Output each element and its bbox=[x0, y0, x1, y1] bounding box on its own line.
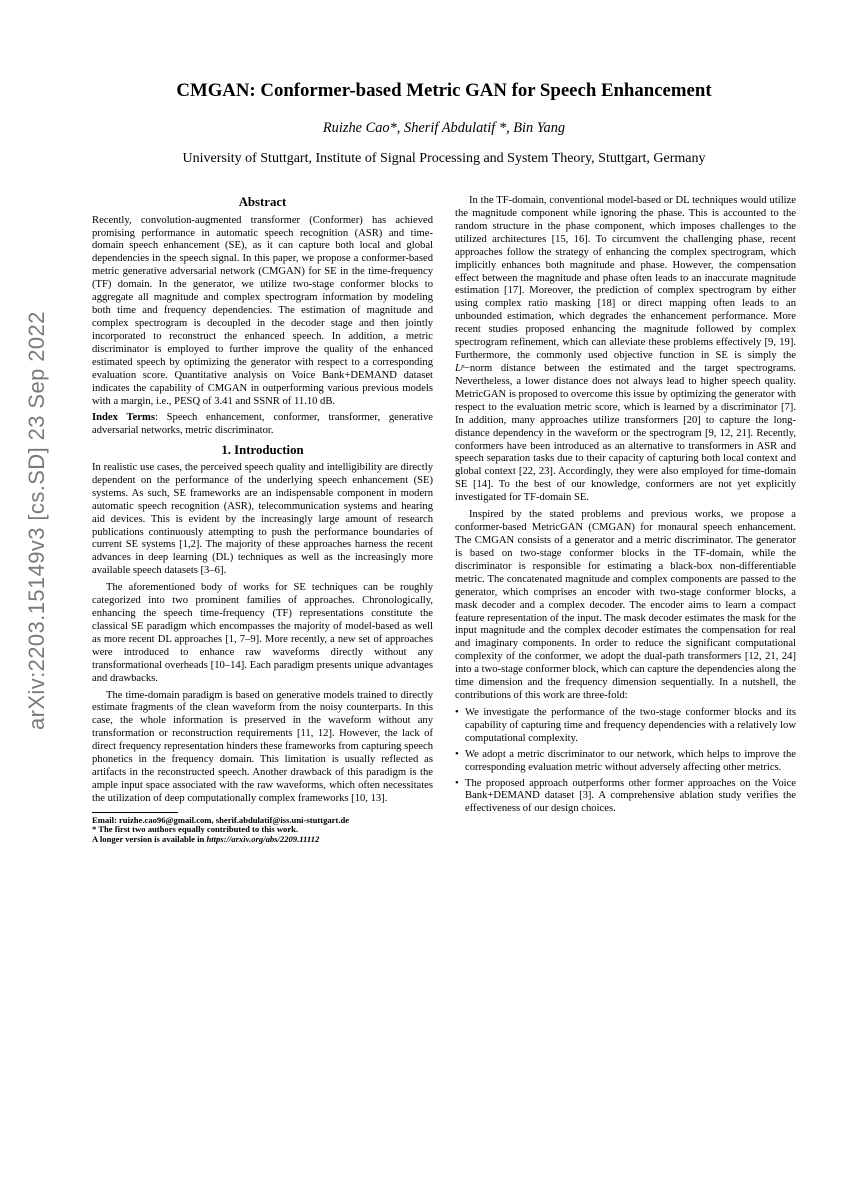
col2-paragraph-2: Inspired by the stated problems and prev… bbox=[455, 509, 796, 703]
arxiv-stamp: arXiv:2203.15149v3 [cs.SD] 23 Sep 2022 bbox=[24, 311, 50, 730]
footnote-email-text: ruizhe.cao96@gmail.com, sherif.abdulatif… bbox=[119, 815, 349, 825]
footnote-longer-label: A longer version is available in bbox=[92, 834, 206, 844]
intro-paragraph-1: In realistic use cases, the perceived sp… bbox=[92, 462, 433, 578]
footnote-longer-version: A longer version is available in https:/… bbox=[92, 835, 433, 845]
col2-p1-part-b: −norm distance between the estimated and… bbox=[455, 363, 796, 503]
lp-norm-symbol: Lᵖ bbox=[455, 363, 464, 374]
section-1-heading: 1. Introduction bbox=[92, 443, 433, 459]
intro-paragraph-2: The aforementioned body of works for SE … bbox=[92, 582, 433, 685]
paper-title: CMGAN: Conformer-based Metric GAN for Sp… bbox=[92, 80, 796, 102]
contributions-list: We investigate the performance of the tw… bbox=[455, 707, 796, 816]
contribution-bullet-3: The proposed approach outperforms other … bbox=[455, 778, 796, 817]
right-column: In the TF-domain, conventional model-bas… bbox=[455, 195, 796, 845]
page-content: CMGAN: Conformer-based Metric GAN for Sp… bbox=[92, 80, 796, 1158]
footnote-longer-url: https://arxiv.org/abs/2209.11112 bbox=[206, 834, 319, 844]
footnote-rule bbox=[92, 812, 178, 813]
index-terms: Index Terms: Speech enhancement, conform… bbox=[92, 412, 433, 438]
abstract-body: Recently, convolution-augmented transfor… bbox=[92, 215, 433, 409]
two-column-layout: Abstract Recently, convolution-augmented… bbox=[92, 195, 796, 845]
col2-p1-part-a: In the TF-domain, conventional model-bas… bbox=[455, 195, 796, 361]
paper-authors: Ruizhe Cao*, Sherif Abdulatif *, Bin Yan… bbox=[92, 120, 796, 137]
paper-affiliation: University of Stuttgart, Institute of Si… bbox=[92, 151, 796, 167]
contribution-bullet-2: We adopt a metric discriminator to our n… bbox=[455, 749, 796, 775]
footnote-email-label: Email: bbox=[92, 815, 119, 825]
footnote-star-text: * The first two authors equally contribu… bbox=[92, 824, 298, 834]
left-column: Abstract Recently, convolution-augmented… bbox=[92, 195, 433, 845]
intro-paragraph-3: The time-domain paradigm is based on gen… bbox=[92, 690, 433, 806]
abstract-heading: Abstract bbox=[92, 195, 433, 211]
col2-paragraph-1: In the TF-domain, conventional model-bas… bbox=[455, 195, 796, 505]
contribution-bullet-1: We investigate the performance of the tw… bbox=[455, 707, 796, 746]
index-terms-label: Index Terms bbox=[92, 412, 155, 423]
